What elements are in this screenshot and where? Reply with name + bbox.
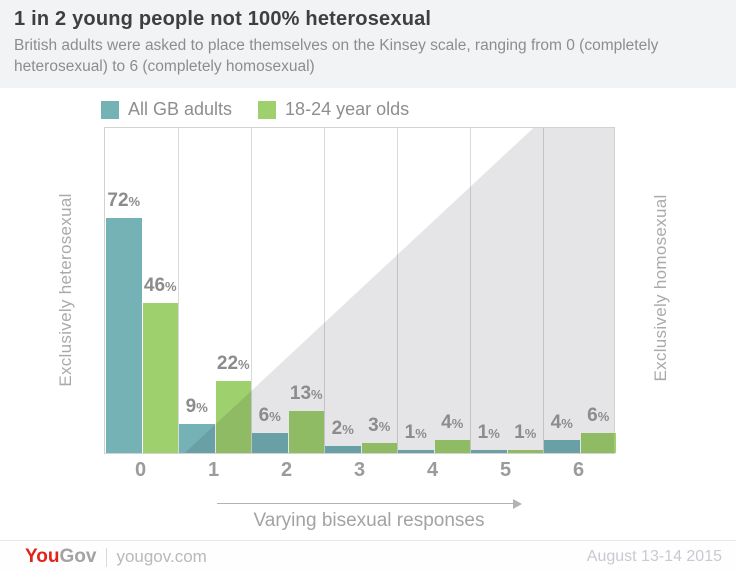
bar-value-label: 2% (331, 418, 354, 440)
legend-label: All GB adults (128, 99, 233, 119)
diagonal-shade-overlay (184, 128, 614, 453)
bar-18-24-year-olds-cat4 (434, 439, 470, 453)
bar-all-gb-adults-cat4 (398, 449, 434, 453)
x-tick-3: 3 (353, 459, 366, 481)
page-subtitle: British adults were asked to place thems… (14, 37, 659, 75)
bar-18-24-year-olds-cat6 (580, 433, 616, 453)
bar-value-label: 6% (258, 405, 281, 427)
bar-value-label: 13% (289, 382, 323, 404)
bar-all-gb-adults-cat6 (544, 439, 580, 453)
bar-18-24-year-olds-cat3 (361, 443, 397, 453)
bar-value-label: 72% (107, 189, 141, 211)
bar-value-label: 22% (216, 353, 250, 375)
bar-chart-plot-area: 72% 9% 6% 2% 1% 1% 4% 46% 22% 13% 3% 4% 1% 6% (104, 127, 616, 454)
bar-value-label: 4% (441, 411, 464, 433)
logo-you: You (25, 546, 60, 567)
logo-gov: Gov (59, 546, 97, 567)
right-axis-label: Exclusively homosexual (651, 194, 670, 382)
bar-value-label: 46% (143, 274, 177, 296)
gridline (177, 128, 179, 453)
bar-all-gb-adults-cat1 (179, 423, 215, 453)
bar-18-24-year-olds-cat1 (215, 381, 251, 453)
footer: You Gov yougov.com August 13-14 2015 (0, 540, 736, 572)
date-range: August 13-14 2015 (586, 548, 722, 565)
bar-value-label: 6% (587, 405, 610, 427)
bar-value-label: 3% (368, 415, 391, 437)
bar-all-gb-adults-cat0 (106, 217, 142, 453)
header: 1 in 2 young people not 100% heterosexua… (0, 0, 736, 88)
bar-all-gb-adults-cat3 (325, 446, 361, 453)
bar-value-label: 1% (404, 421, 427, 443)
bar-value-label: 1% (514, 421, 537, 443)
x-tick-0: 0 (134, 459, 147, 481)
site-url: yougov.com (116, 547, 207, 566)
legend-swatch-green-icon (258, 100, 277, 119)
legend-swatch-teal-icon (101, 100, 119, 119)
legend-label: 18-24 year olds (285, 99, 410, 119)
legend-item-18-24-year-olds: 18-24 year olds (258, 99, 409, 120)
gridline (323, 128, 325, 453)
bar-18-24-year-olds-cat5 (507, 449, 543, 453)
bar-value-label: 4% (550, 411, 573, 433)
arrow-head-icon (513, 498, 522, 509)
legend-item-all-gb-adults: All GB adults (101, 99, 232, 120)
left-axis-label: Exclusively heterosexual (56, 193, 75, 387)
bisexual-range-arrow (217, 503, 513, 504)
arrow-caption: Varying bisexual responses (253, 510, 485, 531)
gridline (469, 128, 471, 453)
page-title: 1 in 2 young people not 100% heterosexua… (14, 8, 432, 30)
bar-18-24-year-olds-cat0 (142, 302, 178, 453)
chart-legend: All GB adults 18-24 year olds (101, 99, 409, 120)
gridline (542, 128, 544, 453)
yougov-logo: You Gov yougov.com (25, 546, 207, 568)
x-tick-5: 5 (499, 459, 512, 481)
bar-value-label: 9% (185, 395, 208, 417)
bar-all-gb-adults-cat2 (252, 433, 288, 453)
x-tick-1: 1 (207, 459, 220, 481)
bar-value-label: 1% (477, 421, 500, 443)
x-tick-2: 2 (280, 459, 293, 481)
divider (106, 547, 108, 567)
gridline (396, 128, 398, 453)
bar-all-gb-adults-cat5 (471, 449, 507, 453)
x-tick-6: 6 (572, 459, 585, 481)
x-tick-4: 4 (426, 459, 439, 481)
bar-18-24-year-olds-cat2 (288, 410, 324, 453)
